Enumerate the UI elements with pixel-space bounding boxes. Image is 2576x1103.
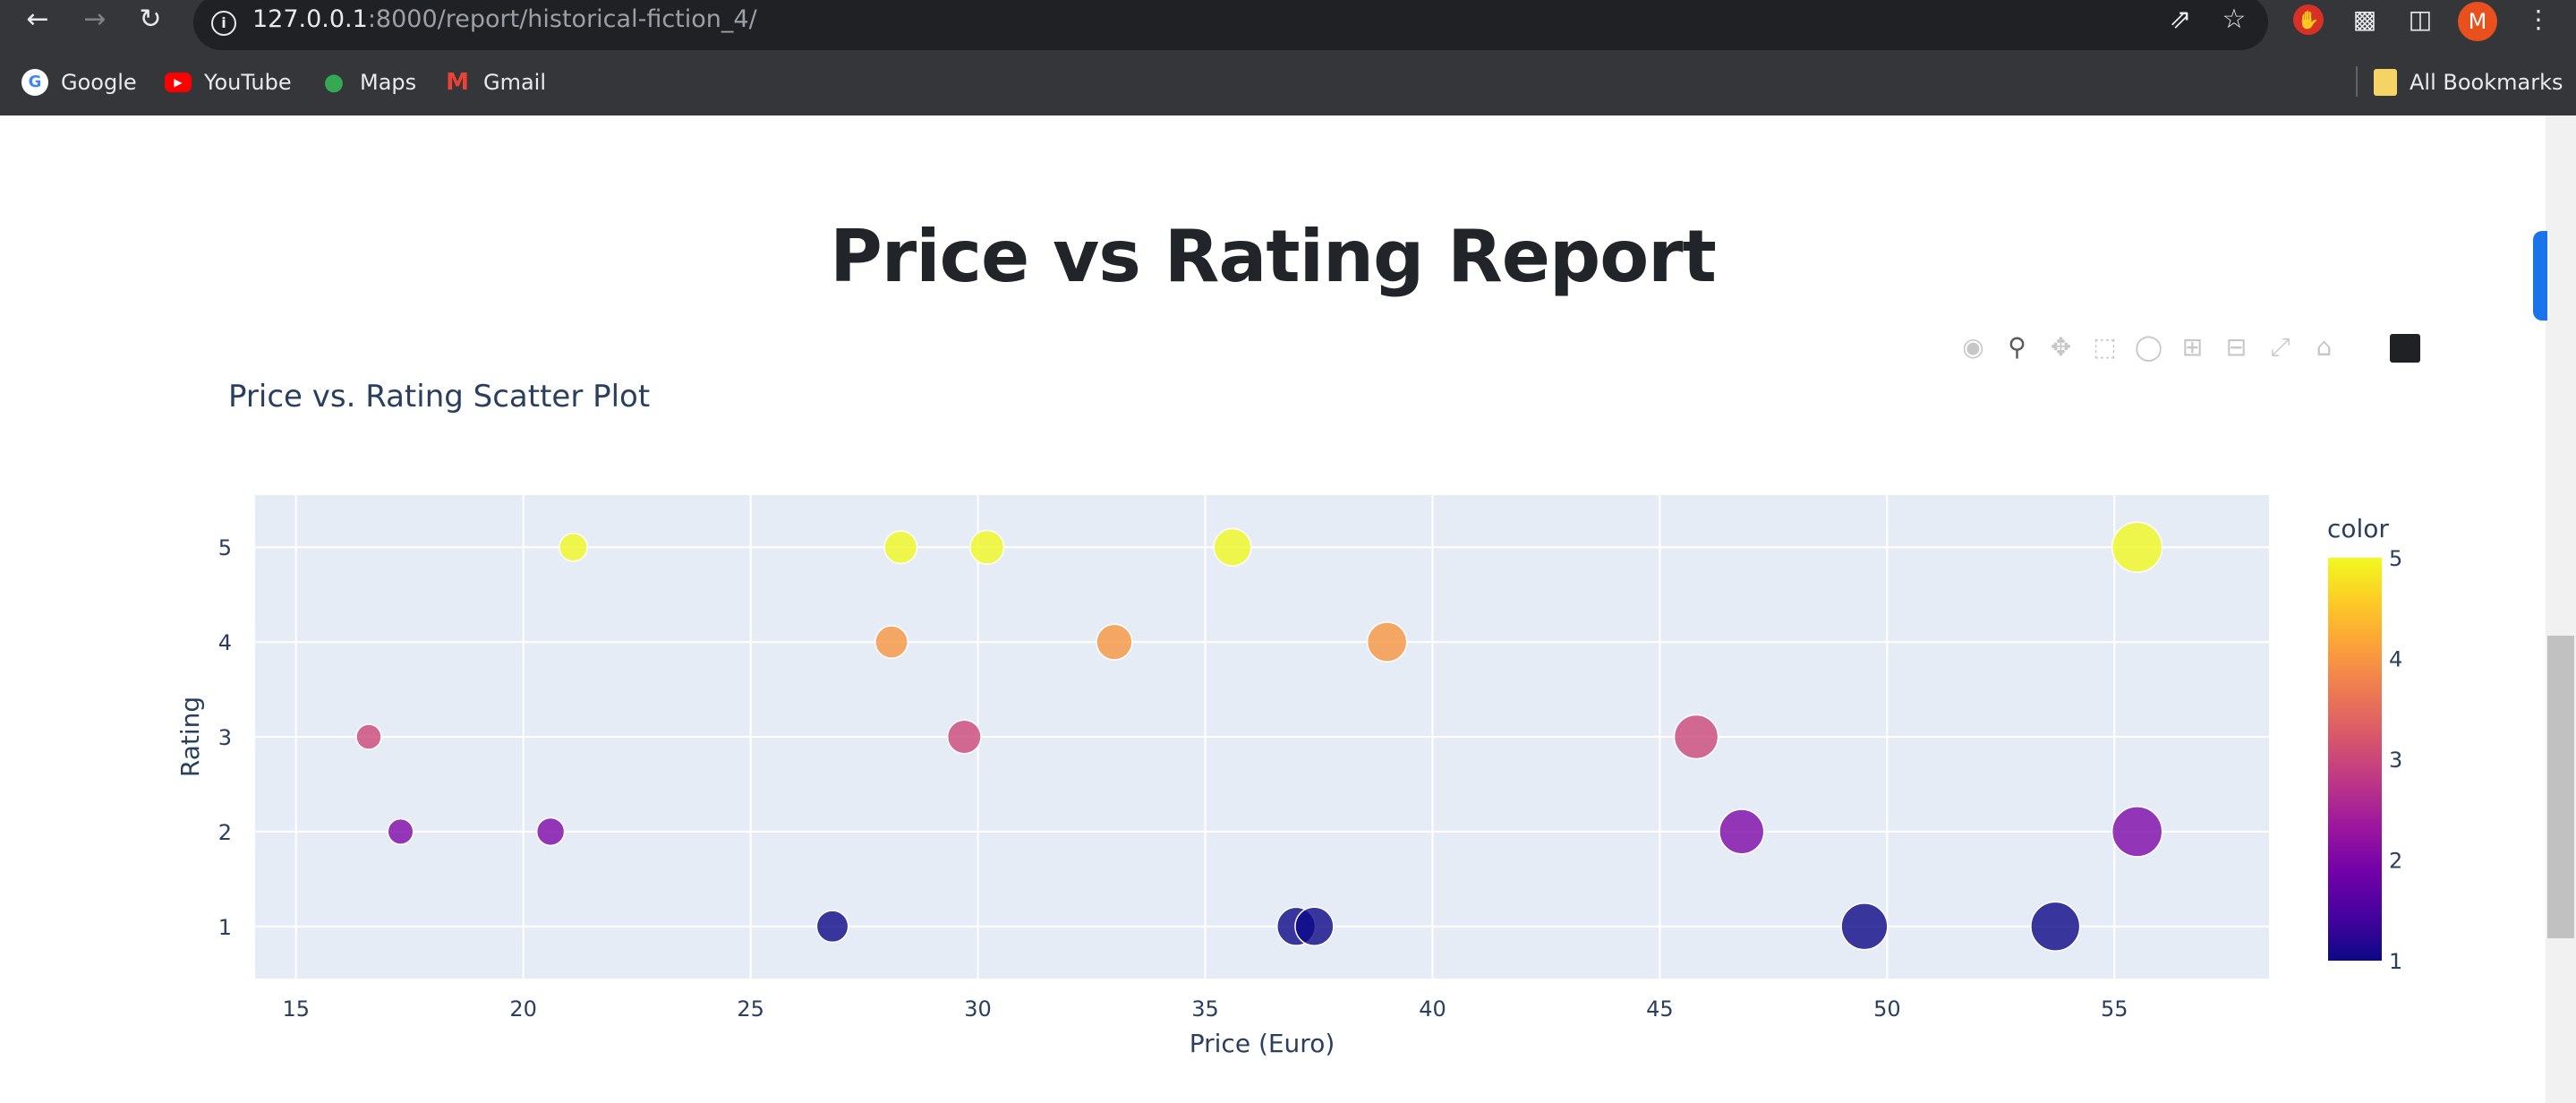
scatter-point — [1366, 621, 1408, 663]
y-tick-labels: 1 2 3 4 5 — [218, 535, 232, 940]
y-tick-label: 1 — [218, 915, 232, 940]
bookmark-youtube[interactable]: ▶ YouTube — [165, 66, 292, 98]
google-icon: G — [21, 69, 48, 96]
x-tick-label: 45 — [1646, 996, 1674, 1022]
colorbar-title: color — [2327, 514, 2389, 543]
colorbar-tick-label: 2 — [2389, 849, 2402, 874]
colorbar-tick-label: 5 — [2389, 546, 2402, 571]
bookmark-star-icon[interactable]: ☆ — [2222, 4, 2247, 35]
data-points — [355, 521, 2163, 952]
scatter-point — [387, 817, 414, 845]
y-tick-label: 4 — [218, 630, 232, 655]
x-tick-label: 55 — [2101, 996, 2128, 1022]
side-panel-icon[interactable]: ◫ — [2408, 4, 2433, 34]
y-axis-label: Rating — [175, 697, 205, 777]
x-tick-label: 50 — [1873, 996, 1901, 1022]
youtube-icon: ▶ — [165, 73, 192, 92]
bookmark-google[interactable]: G Google — [21, 66, 137, 98]
scatter-point — [2111, 521, 2163, 573]
x-axis-label: Price (Euro) — [1190, 1029, 1335, 1058]
scatter-point — [874, 625, 908, 660]
zoom-in-icon[interactable]: ⊞ — [2181, 332, 2204, 362]
x-tick-label: 25 — [737, 996, 764, 1022]
x-tick-label: 20 — [509, 996, 537, 1022]
x-tick-label: 35 — [1191, 996, 1219, 1022]
gmail-icon: M — [446, 69, 469, 96]
y-tick-label: 5 — [218, 535, 232, 560]
reset-axes-home-icon[interactable]: ⌂ — [2316, 332, 2333, 362]
lasso-select-icon[interactable]: ◯ — [2134, 332, 2163, 362]
y-tick-label: 2 — [218, 820, 232, 845]
x-tick-label: 30 — [964, 996, 992, 1022]
camera-icon[interactable]: ◉ — [1962, 332, 1984, 362]
zoom-icon[interactable]: ⚲ — [2008, 332, 2026, 362]
scatter-point — [1294, 906, 1335, 947]
scatter-point — [815, 910, 849, 944]
url-text[interactable]: 127.0.0.1:8000/report/historical-fiction… — [252, 5, 757, 33]
scrollbar-thumb[interactable] — [2547, 636, 2574, 938]
menu-dots-icon[interactable]: ⋮ — [2526, 4, 2551, 34]
reload-icon[interactable]: ↻ — [139, 4, 162, 35]
site-info-icon[interactable]: i — [211, 11, 236, 36]
address-bar[interactable]: i 127.0.0.1:8000/report/historical-ficti… — [193, 0, 2268, 50]
bookmark-label: YouTube — [204, 70, 292, 95]
scatter-point — [1840, 902, 1889, 951]
plot-modebar: ◉ ⚲ ✥ ⬚ ◯ ⊞ ⊟ ⤢ ⌂ — [1951, 331, 2346, 363]
all-bookmarks-label: All Bookmarks — [2410, 70, 2563, 95]
y-gridlines — [255, 546, 2269, 928]
bookmark-label: Gmail — [483, 70, 547, 95]
plotly-logo-icon[interactable] — [2390, 334, 2420, 363]
bookmarks-divider — [2356, 66, 2358, 97]
scatter-point — [535, 817, 566, 847]
scatter-point — [2030, 901, 2081, 952]
scatter-point — [2111, 806, 2163, 858]
scatter-point — [355, 723, 382, 750]
box-select-icon[interactable]: ⬚ — [2093, 332, 2117, 362]
y-tick-label: 3 — [218, 725, 232, 750]
colorbar-tick-label: 1 — [2389, 949, 2402, 974]
scatter-point — [1096, 623, 1133, 661]
bookmark-gmail[interactable]: M Gmail — [444, 66, 546, 98]
autoscale-icon[interactable]: ⤢ — [2270, 332, 2290, 362]
profile-avatar[interactable]: M — [2458, 2, 2497, 41]
x-tick-label: 15 — [282, 996, 310, 1022]
bookmark-maps[interactable]: ● Maps — [320, 66, 417, 98]
extension-stop-icon[interactable]: ✋ — [2293, 4, 2324, 35]
colorbar-tick-label: 3 — [2389, 748, 2402, 773]
scatter-point — [883, 530, 918, 565]
scatter-point — [1673, 714, 1719, 760]
page-title: Price vs Rating Report — [830, 215, 1717, 298]
scatter-point — [969, 529, 1005, 565]
scatter-point — [1719, 808, 1765, 855]
extensions-puzzle-icon[interactable]: ▩ — [2352, 4, 2377, 34]
maps-pin-icon: ● — [323, 69, 345, 96]
scatter-point — [559, 532, 588, 562]
back-arrow-icon[interactable]: ← — [26, 4, 49, 35]
colorbar-tick-label: 4 — [2389, 647, 2402, 672]
scrollbar-track[interactable] — [2546, 115, 2576, 1103]
bookmark-label: Google — [61, 70, 137, 95]
scatter-point — [946, 719, 982, 755]
pan-icon[interactable]: ✥ — [2050, 332, 2072, 362]
share-icon[interactable]: ⇗ — [2169, 4, 2192, 35]
scatter-point — [1213, 527, 1252, 567]
x-tick-label: 40 — [1419, 996, 1446, 1022]
folder-icon — [2374, 69, 2397, 96]
bookmarks-bar: G Google ▶ YouTube ● Maps M Gmail All Bo… — [0, 56, 2576, 107]
side-tab-handle[interactable] — [2533, 231, 2547, 321]
bookmark-label: Maps — [360, 70, 417, 95]
forward-arrow-icon[interactable]: → — [83, 4, 107, 35]
all-bookmarks[interactable]: All Bookmarks — [2374, 66, 2563, 98]
colorbar-tick-labels: 1 2 3 4 5 — [2389, 546, 2402, 974]
zoom-out-icon[interactable]: ⊟ — [2225, 332, 2248, 362]
x-tick-labels: 15 20 25 30 35 40 45 50 55 — [282, 996, 2128, 1022]
colorbar[interactable] — [2328, 558, 2382, 961]
chart-title: Price vs. Rating Scatter Plot — [228, 379, 650, 415]
